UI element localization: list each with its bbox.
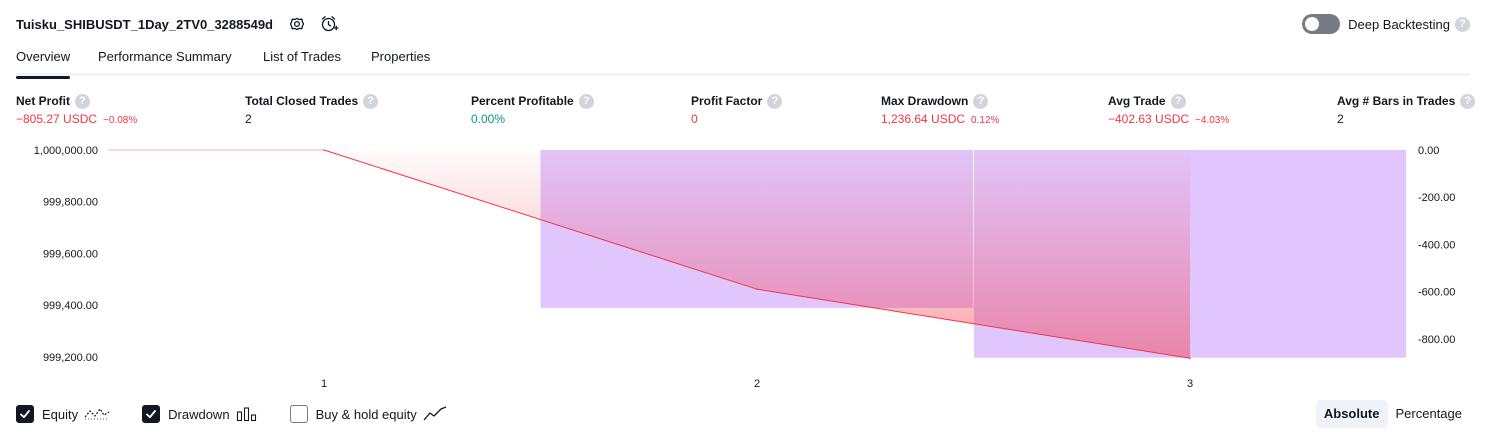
legend-label: Drawdown — [168, 406, 230, 422]
deep-backtesting: Deep Backtesting ? — [1302, 14, 1470, 34]
x-axis-tick-label: 1 — [321, 378, 327, 390]
buy-hold-line-icon — [423, 406, 447, 422]
equity-line-icon — [84, 406, 110, 422]
metric-sub-value: −0.08% — [103, 115, 138, 126]
metric-label: Total Closed Trades — [245, 94, 359, 108]
metric-label: Avg Trade — [1108, 94, 1166, 108]
gear-icon[interactable] — [287, 14, 307, 34]
tab-properties[interactable]: Properties — [371, 49, 431, 64]
x-axis-tick-label: 2 — [754, 378, 760, 390]
metric-value: 2 — [245, 112, 252, 126]
metric-avg-trade: Avg Trade? −402.63 USDC −4.03% — [1108, 92, 1229, 126]
equity-point-2 — [756, 288, 758, 290]
metric-max-drawdown: Max Drawdown? 1,236.64 USDC 0.12% — [881, 92, 999, 126]
percentage-button[interactable]: Percentage — [1395, 406, 1463, 421]
metric-label: Percent Profitable — [471, 94, 574, 108]
legend-label: Equity — [42, 406, 79, 422]
drawdown-bars-icon — [236, 406, 258, 422]
metric-value: −805.27 USDC — [16, 112, 98, 126]
metric-value: −402.63 USDC — [1108, 112, 1190, 126]
deep-backtesting-label: Deep Backtesting — [1348, 16, 1450, 32]
right-axis-tick-label: -400.00 — [1418, 239, 1455, 251]
legend-buy-hold[interactable]: Buy & hold equity — [289, 405, 447, 423]
help-icon[interactable]: ? — [1455, 16, 1470, 32]
toggle-knob — [1305, 17, 1320, 31]
equity-fill-area — [324, 150, 1190, 359]
metric-net-profit: Net Profit? −805.27 USDC −0.08% — [16, 92, 137, 126]
metric-label: Max Drawdown — [881, 94, 969, 108]
left-axis-tick-label: 1,000,000.00 — [34, 145, 98, 157]
help-icon[interactable]: ? — [75, 93, 90, 109]
left-axis-tick-label: 999,400.00 — [43, 300, 98, 312]
equity-point-3 — [1189, 357, 1191, 360]
x-axis-tick-label: 3 — [1187, 378, 1193, 390]
metric-label: Profit Factor — [691, 94, 763, 108]
metric-total-closed-trades: Total Closed Trades? 2 — [245, 92, 379, 126]
value-mode-switch: Absolute Percentage — [1315, 400, 1470, 428]
metric-percent-profitable: Percent Profitable? 0.00% — [471, 92, 594, 126]
metric-profit-factor: Profit Factor? 0 — [691, 92, 783, 126]
metric-value: 0.00% — [471, 112, 506, 126]
deep-backtesting-toggle[interactable] — [1302, 14, 1341, 34]
help-icon[interactable]: ? — [767, 93, 783, 109]
metrics-row: Net Profit? −805.27 USDC −0.08% Total Clo… — [0, 92, 1486, 132]
legend-equity[interactable]: Equity — [16, 405, 110, 423]
add-alert-icon[interactable] — [319, 14, 339, 34]
tab-list-of-trades[interactable]: List of Trades — [263, 49, 342, 64]
strategy-title: Tuisku_SHIBUSDT_1Day_2TV0_3288549d — [16, 16, 273, 32]
tab-bar: Overview Performance Summary List of Tra… — [16, 40, 1470, 79]
absolute-button[interactable]: Absolute — [1315, 400, 1388, 428]
legend-drawdown[interactable]: Drawdown — [142, 405, 257, 423]
metric-sub-value: 0.12% — [971, 115, 1000, 126]
equity-point-1 — [323, 149, 325, 151]
metric-value: 1,236.64 USDC — [881, 112, 966, 126]
legend-label: Buy & hold equity — [315, 406, 417, 422]
chart-legend: Equity Drawdown Buy & hold equity — [16, 402, 479, 426]
metric-value: 2 — [1337, 112, 1344, 126]
equity-drawdown-chart[interactable]: 1,000,000.00 999,800.00 999,600.00 999,400.… — [0, 138, 1486, 398]
check-icon — [20, 410, 30, 419]
help-icon[interactable]: ? — [973, 93, 989, 109]
metric-sub-value: −4.03% — [1195, 115, 1230, 126]
right-axis-tick-label: -200.00 — [1418, 192, 1455, 204]
left-axis-tick-label: 999,200.00 — [43, 352, 98, 364]
metric-avg-bars-in-trades: Avg # Bars in Trades? 2 — [1337, 92, 1476, 126]
metric-label: Avg # Bars in Trades — [1337, 94, 1456, 108]
help-icon[interactable]: ? — [578, 93, 594, 109]
buy-hold-checkbox[interactable] — [289, 405, 308, 423]
equity-checkbox[interactable] — [16, 405, 34, 423]
metric-value: 0 — [691, 112, 698, 126]
right-axis-tick-label: -600.00 — [1418, 287, 1455, 299]
tab-performance-summary[interactable]: Performance Summary — [98, 49, 232, 64]
drawdown-checkbox[interactable] — [142, 405, 161, 423]
help-icon[interactable]: ? — [1170, 93, 1186, 109]
help-icon[interactable]: ? — [1460, 93, 1476, 109]
left-axis-tick-label: 999,600.00 — [43, 248, 98, 260]
metric-label: Net Profit — [16, 94, 70, 108]
right-axis-tick-label: 0.00 — [1418, 145, 1439, 157]
help-icon[interactable]: ? — [363, 93, 379, 109]
tab-overview[interactable]: Overview — [16, 40, 71, 79]
check-icon — [146, 410, 157, 419]
strategy-header: Tuisku_SHIBUSDT_1Day_2TV0_3288549d — [16, 12, 339, 36]
right-axis-tick-label: -800.00 — [1418, 334, 1455, 346]
left-axis-tick-label: 999,800.00 — [43, 197, 98, 209]
